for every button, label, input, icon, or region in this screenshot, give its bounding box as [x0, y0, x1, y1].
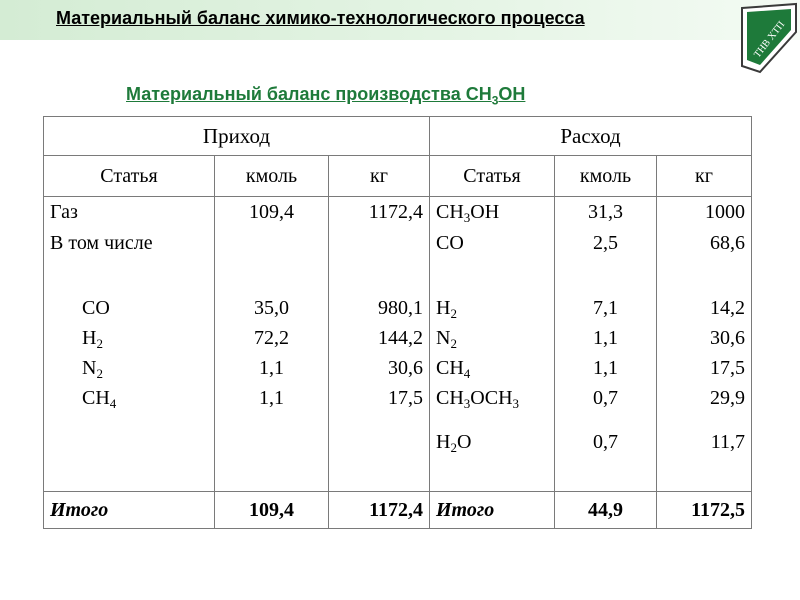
- income-kmol-value: 1,1: [259, 357, 284, 379]
- total-income-label: Итого: [43, 491, 215, 529]
- expense-kg-value: 11,7: [710, 431, 745, 453]
- income-kmol-value: 35,0: [254, 297, 289, 319]
- income-item: H2: [82, 327, 103, 351]
- income-item: В том числе: [50, 232, 153, 254]
- expense-kmol-value: 1,1: [593, 327, 618, 349]
- total-income-kg: 1172,4: [328, 491, 430, 529]
- income-kg-value: 17,5: [388, 387, 423, 409]
- expense-item: N2: [436, 327, 457, 351]
- table-row: Газ В том числе CO H2 N2 CH4 109,4 35,0 …: [43, 196, 752, 492]
- column-header: кг: [656, 155, 752, 197]
- expense-kmol-value: 1,1: [593, 357, 618, 379]
- total-expense-label: Итого: [429, 491, 555, 529]
- income-header: Приход: [43, 116, 430, 156]
- expense-item: CO: [436, 232, 464, 254]
- expense-kmol-value: 0,7: [593, 387, 618, 409]
- table-title: Материальный баланс производства CH3OH: [126, 84, 526, 108]
- income-item: CO: [82, 297, 110, 319]
- expense-header: Расход: [429, 116, 752, 156]
- income-kmol-value: 1,1: [259, 387, 284, 409]
- column-header-row: Статья кмоль кг Статья кмоль кг: [43, 155, 752, 197]
- column-header: кмоль: [214, 155, 329, 197]
- income-kmol-value: 109,4: [249, 201, 294, 223]
- total-row: Итого 109,4 1172,4 Итого 44,9 1172,5: [43, 491, 752, 529]
- column-header: кг: [328, 155, 430, 197]
- income-kmol-value: 72,2: [254, 327, 289, 349]
- column-header: Статья: [429, 155, 555, 197]
- income-kg-value: [335, 227, 423, 293]
- expense-kmol-value: 31,3: [588, 201, 623, 223]
- expense-item: H2O: [436, 431, 472, 455]
- table-header-row: Приход Расход: [43, 116, 752, 156]
- expense-kg-value: 1000: [705, 201, 745, 223]
- income-kmol-value: [221, 227, 322, 293]
- title-band: [0, 0, 800, 40]
- expense-kg-value: 30,6: [710, 327, 745, 349]
- expense-kmol-value: 0,7: [593, 431, 618, 453]
- income-kg-value: 1172,4: [368, 201, 423, 223]
- expense-items-cell: CH3OH CO H2 N2 CH4 CH3OCH3 H2O: [429, 196, 555, 492]
- expense-kg-value: 17,5: [710, 357, 745, 379]
- income-kg-cell: 1172,4 980,1 144,2 30,6 17,5: [328, 196, 430, 492]
- total-expense-kmol: 44,9: [554, 491, 657, 529]
- expense-kg-value: 14,2: [710, 297, 745, 319]
- column-header: Статья: [43, 155, 215, 197]
- total-expense-kg: 1172,5: [656, 491, 752, 529]
- income-kg-value: 144,2: [378, 327, 423, 349]
- income-item: CH4: [82, 387, 117, 411]
- expense-kmol-value: 2,5: [593, 232, 618, 254]
- income-kmol-cell: 109,4 35,0 72,2 1,1 1,1: [214, 196, 329, 492]
- university-logo-icon: ТНВ ХТП: [741, 2, 797, 74]
- column-header: кмоль: [554, 155, 657, 197]
- expense-kmol-cell: 31,3 2,5 7,1 1,1 1,1 0,7 0,7: [554, 196, 657, 492]
- income-kg-value: 980,1: [378, 297, 423, 319]
- expense-kg-value: 29,9: [710, 387, 745, 409]
- expense-item: CH3OH: [436, 201, 500, 225]
- expense-kmol-value: 7,1: [593, 297, 618, 319]
- expense-item: CH4: [436, 357, 471, 381]
- expense-item: H2: [436, 297, 457, 321]
- income-items-cell: Газ В том числе CO H2 N2 CH4: [43, 196, 215, 492]
- total-income-kmol: 109,4: [214, 491, 329, 529]
- income-item: N2: [82, 357, 103, 381]
- slide-title: Материальный баланс химико-технологическ…: [56, 8, 585, 28]
- income-kg-value: 30,6: [388, 357, 423, 379]
- income-item: Газ: [50, 201, 78, 223]
- expense-kg-value: 68,6: [710, 232, 745, 254]
- expense-kg-cell: 1000 68,6 14,2 30,6 17,5 29,9 11,7: [656, 196, 752, 492]
- expense-item: CH3OCH3: [436, 387, 520, 411]
- material-balance-table: Приход Расход Статья кмоль кг Статья кмо…: [43, 116, 752, 529]
